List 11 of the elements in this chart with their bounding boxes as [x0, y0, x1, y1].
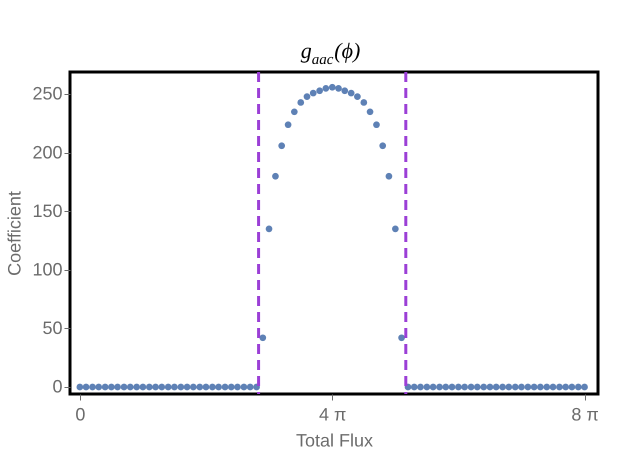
y-tick-label: 50: [42, 318, 62, 338]
x-axis-title: Total Flux: [296, 430, 374, 450]
x-tick-label: 8 π: [571, 404, 599, 424]
y-axis-title: Coefficient: [4, 191, 24, 276]
y-tick-label: 150: [32, 200, 62, 221]
x-tick-label: 4 π: [318, 404, 346, 424]
y-tick-label: 0: [52, 376, 62, 396]
x-tick-label: 0: [75, 404, 86, 424]
y-tick-label: 100: [32, 259, 62, 280]
y-tick-label: 200: [32, 142, 62, 162]
y-tick-label: 250: [32, 84, 62, 104]
